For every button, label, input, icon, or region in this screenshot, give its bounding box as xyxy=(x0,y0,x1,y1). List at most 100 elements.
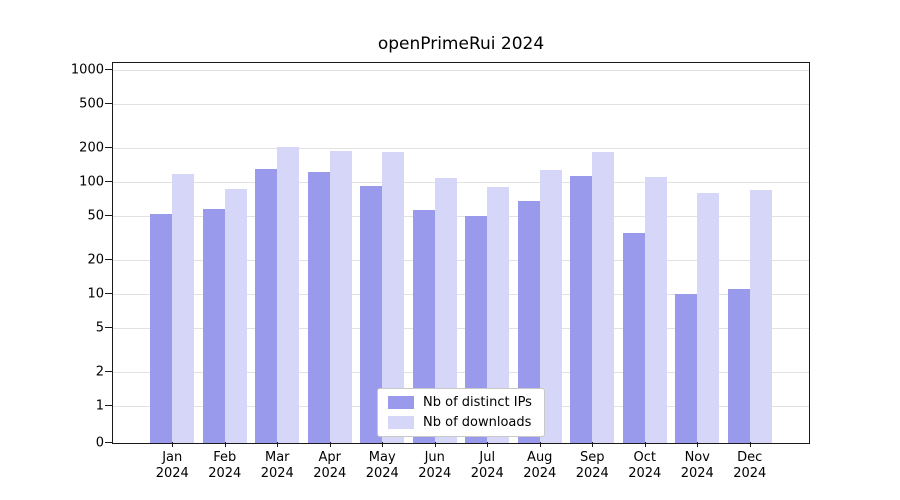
x-tick-label: Dec 2024 xyxy=(720,450,780,483)
x-tick-label-month: Mar xyxy=(264,450,290,465)
y-tick-mark xyxy=(105,293,112,294)
legend-item-distinct-ips: Nb of distinct IPs xyxy=(388,395,532,410)
x-tick-label-month: Jan xyxy=(162,450,183,465)
y-tick-mark xyxy=(105,69,112,70)
x-tick-label-year: 2024 xyxy=(208,466,242,482)
x-tick-label-year: 2024 xyxy=(418,466,452,482)
bar-nb-of-downloads xyxy=(487,187,510,443)
legend-item-downloads: Nb of downloads xyxy=(388,415,532,430)
x-tick-label: Mar 2024 xyxy=(247,450,307,483)
bar-nb-of-distinct-ips xyxy=(517,201,540,443)
x-tick-mark xyxy=(329,442,331,447)
bar-nb-of-distinct-ips xyxy=(202,208,225,443)
x-tick-label-year: 2024 xyxy=(365,466,399,482)
x-tick-label-month: Nov xyxy=(684,450,710,465)
x-tick-label-year: 2024 xyxy=(523,466,557,482)
bar-nb-of-distinct-ips xyxy=(150,213,173,443)
y-tick-label: 500 xyxy=(79,96,104,112)
x-tick-mark xyxy=(749,442,751,447)
x-tick-label-year: 2024 xyxy=(680,466,714,482)
bar-nb-of-downloads xyxy=(277,147,300,443)
x-tick-mark xyxy=(487,442,489,447)
legend-swatch-distinct-ips xyxy=(388,396,414,409)
bar-nb-of-downloads xyxy=(644,176,667,443)
grid-line xyxy=(113,103,809,105)
x-tick-label: May 2024 xyxy=(352,450,412,483)
grid-line xyxy=(113,215,809,217)
bar-nb-of-downloads xyxy=(434,178,457,443)
x-tick-label-month: Dec xyxy=(737,450,763,465)
grid-line xyxy=(113,70,809,71)
x-tick-label-year: 2024 xyxy=(260,466,294,482)
bar-nb-of-distinct-ips xyxy=(255,169,278,443)
x-tick-label-year: 2024 xyxy=(628,466,662,482)
x-tick-label-year: 2024 xyxy=(470,466,504,482)
chart-title: openPrimeRui 2024 xyxy=(377,34,545,54)
y-tick-label: 200 xyxy=(79,140,104,156)
x-tick-mark xyxy=(224,442,226,447)
x-tick-mark xyxy=(539,442,541,447)
y-tick-label: 0 xyxy=(95,435,104,451)
bar-nb-of-distinct-ips xyxy=(727,289,750,443)
bar-nb-of-distinct-ips xyxy=(307,172,330,443)
bar-nb-of-distinct-ips xyxy=(570,176,593,443)
bar-nb-of-distinct-ips xyxy=(360,185,383,443)
legend-label-distinct-ips: Nb of distinct IPs xyxy=(423,395,532,410)
x-tick-mark xyxy=(697,442,699,447)
y-tick-label: 50 xyxy=(87,208,104,224)
bar-nb-of-downloads xyxy=(592,152,615,443)
y-tick-mark xyxy=(105,147,112,149)
y-tick-label: 1 xyxy=(95,398,104,414)
bar-nb-of-distinct-ips xyxy=(465,215,488,443)
y-tick-label: 20 xyxy=(87,252,104,268)
x-tick-label-month: Feb xyxy=(213,450,237,465)
x-tick-label: Nov 2024 xyxy=(667,450,727,483)
x-tick-label-month: Oct xyxy=(633,450,656,465)
y-tick-label: 5 xyxy=(95,320,104,336)
x-tick-mark xyxy=(172,442,174,447)
x-tick-label-month: Jun xyxy=(424,450,445,465)
bar-nb-of-downloads xyxy=(382,152,405,443)
x-tick-label: Sep 2024 xyxy=(562,450,622,483)
x-tick-label-month: Jul xyxy=(479,450,496,465)
y-axis: 0 1 2 5 10 20 50 100 200 500 1000 xyxy=(0,62,104,450)
y-tick-mark xyxy=(105,181,112,182)
x-tick-mark xyxy=(434,442,436,447)
bar-nb-of-downloads xyxy=(697,192,720,443)
y-tick-mark xyxy=(105,102,112,104)
y-tick-mark xyxy=(105,326,112,328)
x-tick-label: Feb 2024 xyxy=(195,450,255,483)
plot-area: Nb of distinct IPs Nb of downloads xyxy=(112,62,810,444)
y-tick-label: 2 xyxy=(95,364,104,380)
x-tick-label-month: Sep xyxy=(579,450,605,465)
y-tick-label: 1000 xyxy=(70,62,104,78)
bar-nb-of-downloads xyxy=(539,170,562,443)
y-tick-mark xyxy=(105,259,112,261)
y-tick-mark xyxy=(105,442,112,443)
x-tick-label: Aug 2024 xyxy=(510,450,570,483)
bar-nb-of-downloads xyxy=(224,188,247,443)
grid-line xyxy=(113,294,809,295)
x-tick-mark xyxy=(277,442,279,447)
bar-nb-of-downloads xyxy=(329,150,352,443)
bar-nb-of-downloads xyxy=(172,173,195,443)
legend-label-downloads: Nb of downloads xyxy=(423,415,532,430)
grid-line xyxy=(113,148,809,150)
y-tick-mark xyxy=(105,371,112,373)
y-tick-mark xyxy=(105,405,112,406)
x-tick-mark xyxy=(382,442,384,447)
grid-line xyxy=(113,182,809,183)
grid-line xyxy=(113,372,809,374)
y-tick-marks xyxy=(105,63,112,443)
grid-line xyxy=(113,327,809,329)
x-tick-label-year: 2024 xyxy=(155,466,189,482)
y-tick-label: 10 xyxy=(87,286,104,302)
y-tick-label: 100 xyxy=(79,174,104,190)
x-axis: Jan 2024 Feb 2024 Mar 2024 Apr 2024 May 2024 Jun 20… xyxy=(113,450,809,486)
x-tick-label: Jul 2024 xyxy=(457,450,517,483)
x-tick-label-month: May xyxy=(368,450,396,465)
bar-nb-of-distinct-ips xyxy=(675,294,698,443)
bar-nb-of-distinct-ips xyxy=(412,210,435,443)
y-tick-mark xyxy=(105,214,112,216)
